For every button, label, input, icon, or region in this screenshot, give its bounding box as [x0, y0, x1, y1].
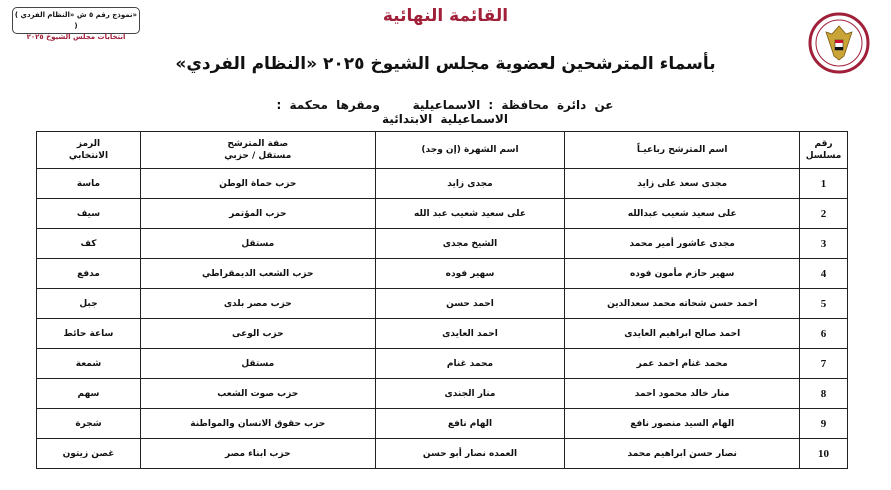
table-row: 2 على سعيد شعيب عبدالله على سعيد شعيب عبد … [36, 198, 848, 229]
cell-serial: 4 [799, 258, 848, 289]
cell-type: حزب حماة الوطن [139, 168, 376, 199]
cell-symbol: مدفع [36, 258, 141, 289]
cell-serial: 5 [799, 288, 848, 319]
cell-name: احمد صالح ابراهيم العايدى [564, 318, 801, 349]
cell-fame: الشيخ مجدى [374, 228, 566, 259]
cell-name: محمد غنام احمد عمر [564, 348, 801, 379]
cell-serial: 2 [799, 198, 848, 229]
cell-fame: مجدى زايد [374, 168, 566, 199]
final-list-title: القائمة النهائية [382, 6, 509, 26]
cell-serial: 6 [799, 318, 848, 349]
cell-name: احمد حسن شحاته محمد سعدالدين [564, 288, 801, 319]
cell-symbol: كف [36, 228, 141, 259]
header-serial: رقم مسلسل [799, 131, 848, 169]
badge-line-2: انتخابات مجلس الشيوخ ٢٠٢٥ [26, 33, 126, 41]
cell-symbol: شجرة [36, 408, 141, 439]
cell-fame: محمد غنام [374, 348, 566, 379]
cell-fame: على سعيد شعيب عبد الله [374, 198, 566, 229]
cell-symbol: جبل [36, 288, 141, 319]
candidates-table: رقم مسلسل اسم المترشح رباعيـاً اسم الشهرة… [36, 131, 848, 469]
cell-serial: 1 [799, 168, 848, 199]
cell-type: حزب صوت الشعب [139, 378, 376, 409]
table-row: 7 محمد غنام احمد عمر محمد غنام مستقل شمعة [36, 348, 848, 379]
header-symbol: الرمز الانتخابي [36, 131, 141, 169]
table-row: 8 منار خالد محمود احمد منار الجندى حزب صوت … [36, 378, 848, 409]
cell-serial: 7 [799, 348, 848, 379]
cell-fame: منار الجندى [374, 378, 566, 409]
header-name: اسم المترشح رباعيـاً [564, 131, 801, 169]
table-row: 6 احمد صالح ابراهيم العايدى احمد العايدى حز… [36, 318, 848, 349]
cell-symbol: شمعة [36, 348, 141, 379]
election-authority-logo [808, 10, 870, 76]
court: الاسماعيلية الابتدائية [382, 112, 508, 126]
court-label: ومقرها محكمة : [276, 98, 380, 112]
header-type: صفة المترشح مستقل / حزبي [139, 131, 376, 169]
cell-name: نصار حسن ابراهيم محمد [564, 438, 801, 469]
cell-type: حزب ابناء مصر [139, 438, 376, 469]
cell-type: حزب المؤتمر [139, 198, 376, 229]
cell-name: مجدى عاشور أمير محمد [564, 228, 801, 259]
cell-symbol: ساعة حائط [36, 318, 141, 349]
table-row: 5 احمد حسن شحاته محمد سعدالدين احمد حسن حزب… [36, 288, 848, 319]
header-fame: اسم الشهرة (إن وجد) [374, 131, 566, 169]
governorate: الاسماعيلية [412, 98, 481, 112]
cell-serial: 9 [799, 408, 848, 439]
cell-symbol: ماسة [36, 168, 141, 199]
table-row: 1 مجدى سعد على زايد مجدى زايد حزب حماة الوط… [36, 168, 848, 199]
district-label: عن دائرة محافظة : [488, 98, 614, 112]
cell-name: سهير حازم مأمون فوده [564, 258, 801, 289]
cell-type: مستقل [139, 348, 376, 379]
cell-fame: العمده نصار أبو حسن [374, 438, 566, 469]
cell-serial: 10 [799, 438, 848, 469]
cell-type: حزب الشعب الديمقراطي [139, 258, 376, 289]
document-title: بأسماء المترشحين لعضوية مجلس الشيوخ ٢٠٢٥… [175, 54, 716, 74]
cell-serial: 3 [799, 228, 848, 259]
form-number-badge: ( نموذج رقم ٥ ش «النظام الفردي» ) انتخاب… [12, 7, 140, 41]
district-line: عن دائرة محافظة : الاسماعيلية ومقرها محك… [250, 98, 640, 126]
cell-serial: 8 [799, 378, 848, 409]
table-row: 3 مجدى عاشور أمير محمد الشيخ مجدى مستقل كف [36, 228, 848, 259]
badge-line-1: ( نموذج رقم ٥ ش «النظام الفردي» ) [14, 11, 138, 30]
cell-name: الهام السيد منصور نافع [564, 408, 801, 439]
cell-name: على سعيد شعيب عبدالله [564, 198, 801, 229]
cell-fame: احمد حسن [374, 288, 566, 319]
cell-type: مستقل [139, 228, 376, 259]
table-row: 4 سهير حازم مأمون فوده سهير فوده حزب الشعب … [36, 258, 848, 289]
cell-type: حزب مصر بلدى [139, 288, 376, 319]
cell-type: حزب الوعى [139, 318, 376, 349]
cell-name: مجدى سعد على زايد [564, 168, 801, 199]
cell-type: حزب حقوق الانسان والمواطنة [139, 408, 376, 439]
table-header-row: رقم مسلسل اسم المترشح رباعيـاً اسم الشهرة… [36, 131, 848, 169]
cell-fame: الهام نافع [374, 408, 566, 439]
table-row: 9 الهام السيد منصور نافع الهام نافع حزب حقو… [36, 408, 848, 439]
cell-name: منار خالد محمود احمد [564, 378, 801, 409]
cell-symbol: غصن زيتون [36, 438, 141, 469]
table-row: 10 نصار حسن ابراهيم محمد العمده نصار أبو ح… [36, 438, 848, 469]
cell-symbol: سيف [36, 198, 141, 229]
cell-fame: احمد العايدى [374, 318, 566, 349]
cell-fame: سهير فوده [374, 258, 566, 289]
cell-symbol: سهم [36, 378, 141, 409]
